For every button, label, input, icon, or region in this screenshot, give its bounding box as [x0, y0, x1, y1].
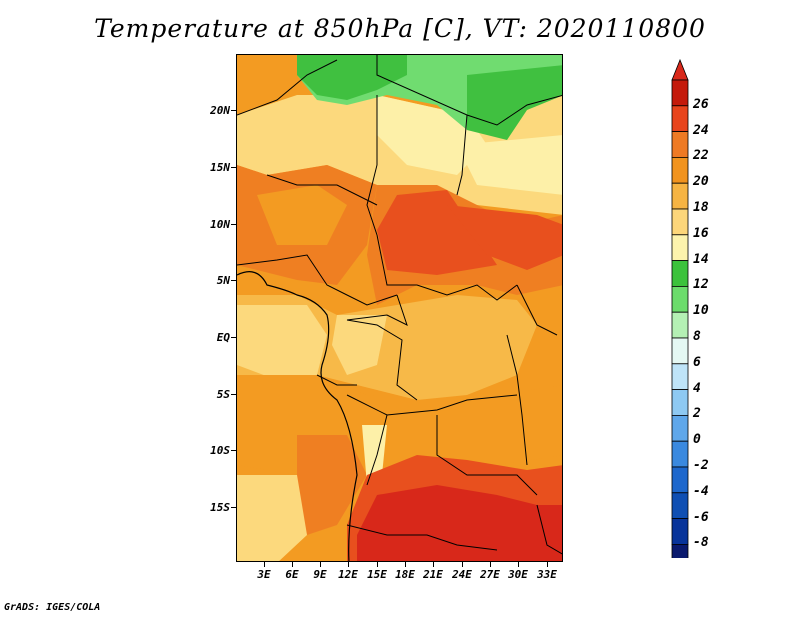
colorbar-swatch [671, 414, 689, 442]
chart-title: Temperature at 850hPa [C], VT: 202011080… [94, 14, 706, 43]
lat-tick [231, 110, 236, 111]
colorbar-swatch [671, 518, 689, 545]
lat-tick [231, 280, 236, 281]
lon-label-3e: 3E [257, 568, 271, 581]
colorbar-swatch [671, 311, 689, 339]
colorbar-swatch [671, 208, 689, 236]
colorbar-swatch [671, 131, 689, 158]
colorbar-label: -6 [693, 509, 709, 525]
colorbar-label: 10 [693, 303, 709, 319]
colorbar-swatch [671, 182, 689, 210]
colorbar-label: 22 [693, 148, 709, 164]
colorbar-label: -2 [693, 458, 709, 473]
lon-tick [518, 562, 519, 567]
lon-tick [320, 562, 321, 567]
colorbar-label: 18 [693, 200, 709, 215]
light-yellow-zone-east [457, 135, 562, 195]
lat-label-5s: 5S [216, 388, 230, 401]
lon-tick [377, 562, 378, 567]
lat-label-eq: EQ [216, 331, 230, 344]
lat-tick [231, 450, 236, 451]
lon-label-24e: 24E [452, 568, 472, 581]
colorbar-label: 0 [693, 432, 701, 448]
lon-tick [433, 562, 434, 567]
lat-tick [231, 394, 236, 395]
colorbar-swatch [671, 79, 689, 107]
colorbar-label: 16 [693, 225, 709, 241]
lat-label-20n: 20N [210, 104, 230, 117]
colorbar-swatch [671, 337, 689, 365]
colorbar-top-triangle [671, 58, 689, 81]
lat-label-10n: 10N [210, 218, 230, 231]
lon-label-21e: 21E [423, 568, 443, 581]
colorbar-label: 4 [693, 380, 701, 396]
map-svg [237, 55, 562, 561]
colorbar-swatch [671, 389, 689, 416]
colorbar-swatch [671, 466, 689, 494]
lon-label-15e: 15E [367, 568, 387, 581]
grads-credit: GrADS: IGES/COLA [4, 602, 101, 613]
lon-label-27e: 27E [480, 568, 500, 581]
colorbar-swatch [671, 440, 689, 468]
lon-label-6e: 6E [285, 568, 299, 581]
colorbar-label: -8 [693, 535, 709, 551]
colorbar-label: 8 [693, 329, 701, 344]
gulf-guinea-zone [237, 305, 327, 380]
east-hot-zone [447, 205, 562, 270]
colorbar-swatch [671, 260, 689, 287]
colorbar-label: -4 [693, 483, 709, 499]
west-africa-mid [257, 185, 347, 245]
colorbar-label: 2 [693, 406, 701, 422]
lon-label-33e: 33E [537, 568, 557, 581]
congo-zone [332, 315, 387, 375]
colorbar-label: 12 [693, 277, 709, 293]
lon-tick [547, 562, 548, 567]
colorbar-swatch [671, 285, 689, 313]
southern-hottest-zone [357, 485, 562, 561]
colorbar-swatch [671, 234, 689, 262]
southwest-coast-zone [237, 475, 307, 561]
lon-label-18e: 18E [395, 568, 415, 581]
colorbar-swatch [671, 157, 689, 184]
lat-tick [231, 224, 236, 225]
lat-tick [231, 507, 236, 508]
lon-label-9e: 9E [313, 568, 327, 581]
lon-label-30e: 30E [508, 568, 528, 581]
central-hot-zone [377, 190, 497, 275]
temperature-map [236, 54, 563, 562]
lat-tick [231, 167, 236, 168]
lon-tick [490, 562, 491, 567]
lon-tick [348, 562, 349, 567]
colorbar-swatch [671, 543, 689, 558]
colorbar-label: 6 [693, 354, 701, 370]
colorbar-label: 24 [693, 122, 709, 138]
angola-warm [297, 435, 367, 535]
cool-zone-12-east [467, 65, 562, 140]
lat-label-15s: 15S [210, 501, 230, 514]
lon-tick [462, 562, 463, 567]
lat-label-5n: 5N [216, 274, 230, 287]
colorbar-swatch [671, 363, 689, 390]
colorbar-label: 20 [693, 174, 709, 190]
lon-tick [292, 562, 293, 567]
lon-tick [264, 562, 265, 567]
lat-label-10s: 10S [210, 444, 230, 457]
lat-tick [231, 337, 236, 338]
lon-label-12e: 12E [338, 568, 358, 581]
lat-label-15n: 15N [210, 161, 230, 174]
country-borders [237, 55, 562, 555]
colorbar [671, 58, 689, 558]
colorbar-swatch [671, 492, 689, 519]
coastline [237, 271, 358, 561]
colorbar-label: 14 [693, 251, 709, 267]
lon-tick [405, 562, 406, 567]
colorbar-swatch [671, 105, 689, 132]
colorbar-label: 26 [693, 96, 709, 112]
